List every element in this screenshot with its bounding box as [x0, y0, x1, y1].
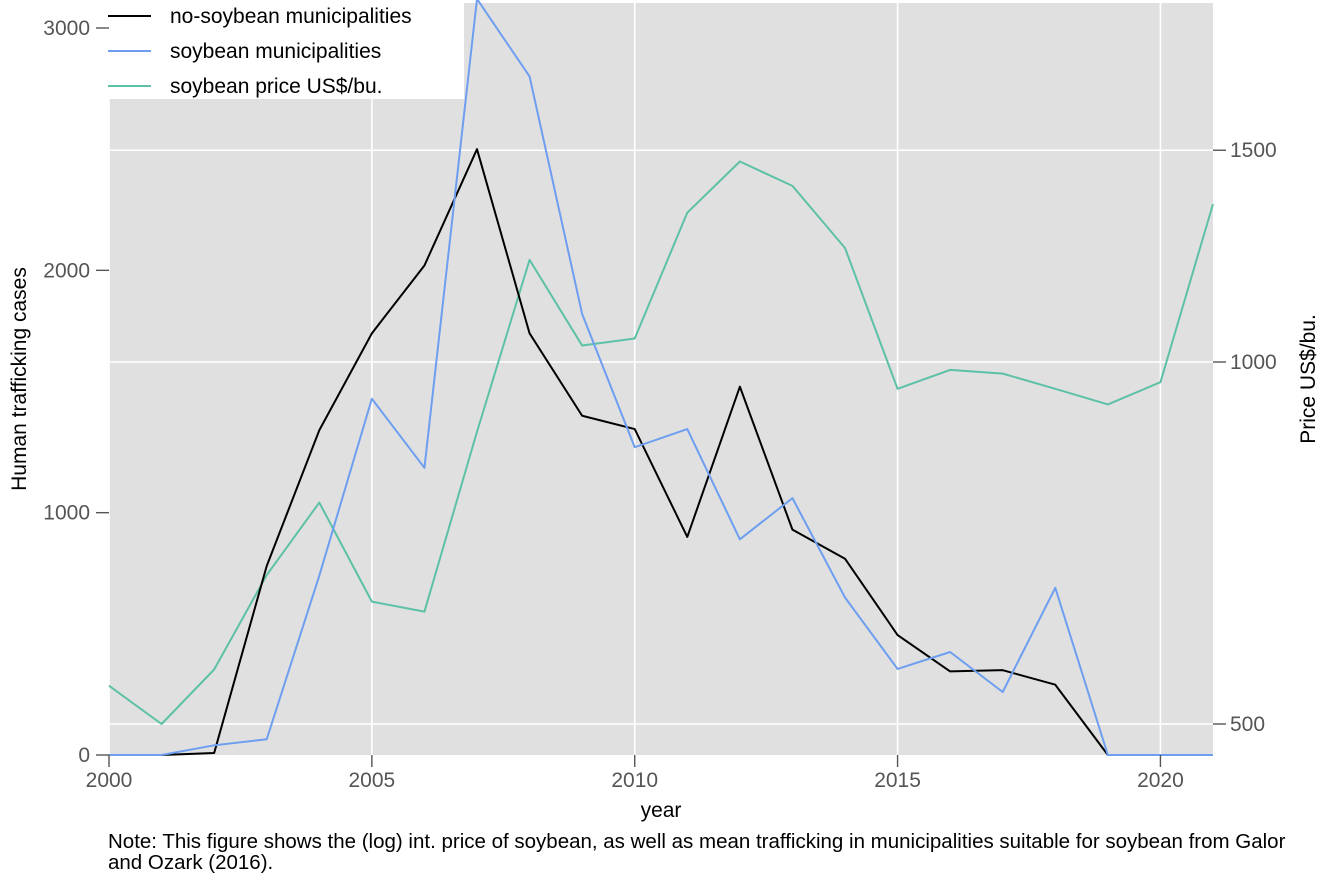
y-right-tick-label-500: 500 — [1230, 713, 1265, 736]
series-line-0 — [109, 148, 1213, 756]
legend-label-1: soybean municipalities — [170, 40, 381, 63]
x-tick-label-2005: 2005 — [348, 769, 395, 792]
legend: no-soybean municipalities soybean municip… — [108, 0, 464, 99]
y-right-tick-label-1000: 1000 — [1230, 351, 1277, 374]
series-layer — [108, 0, 1214, 756]
x-tick-label-2015: 2015 — [874, 769, 921, 792]
y-tick-label-0: 0 — [78, 744, 90, 767]
figure-note: Note: This figure shows the (log) int. p… — [108, 830, 1286, 874]
x-tick-label-2000: 2000 — [86, 769, 133, 792]
y-right-tick-label-1500: 1500 — [1230, 139, 1277, 162]
y-tick-label-2000: 2000 — [43, 259, 90, 282]
legend-label-2: soybean price US$/bu. — [170, 75, 382, 98]
x-axis: 2000 2005 2010 2015 2020 — [86, 755, 1184, 792]
legend-label-0: no-soybean municipalities — [170, 5, 412, 28]
legend-box — [109, 0, 464, 99]
right-axis: 500 1000 1500 — [1213, 139, 1277, 736]
y-tick-label-3000: 3000 — [43, 17, 90, 40]
x-axis-title: year — [641, 799, 682, 822]
series-line-2 — [108, 160, 1214, 725]
x-tick-label-2020: 2020 — [1137, 769, 1184, 792]
plot-panel — [109, 3, 1213, 755]
y-axis-right-title: Price US$/bu. — [1297, 314, 1320, 444]
left-axis: 0 1000 2000 3000 — [43, 17, 109, 767]
x-tick-label-2010: 2010 — [611, 769, 658, 792]
series-line-1 — [109, 0, 1213, 756]
y-axis-title: Human trafficking cases — [8, 267, 31, 491]
y-tick-label-1000: 1000 — [43, 502, 90, 525]
